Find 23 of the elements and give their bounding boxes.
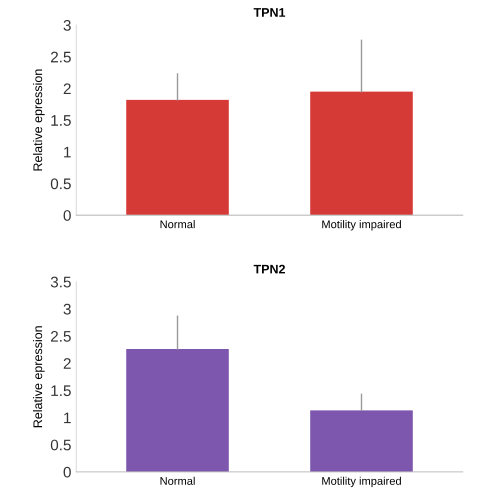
y-axis-title: Relative epression — [33, 326, 45, 428]
y-tick-label: 3.5 — [50, 276, 71, 288]
y-tick-label: 1.5 — [51, 385, 71, 396]
y-axis-title: Relative epression — [33, 70, 45, 171]
y-tick-label: 1 — [64, 412, 71, 424]
x-tick-label: Normal — [160, 476, 195, 485]
y-tick-label: 3 — [64, 20, 71, 31]
y-tick-label: 3 — [64, 304, 71, 315]
y-tick-label: 2 — [64, 358, 71, 369]
y-tick-label: 0 — [64, 210, 71, 221]
x-tick-label: Normal — [160, 220, 195, 228]
chart-title: TPN1 — [254, 8, 286, 17]
y-tick-label: 2 — [64, 83, 71, 94]
y-tick-label: 1.5 — [51, 115, 71, 126]
y-tick-label: 1 — [64, 146, 71, 158]
y-tick-label: 0 — [64, 466, 71, 478]
y-tick-label: 0.5 — [50, 440, 71, 450]
x-tick-label: Motility impaired — [322, 476, 401, 488]
y-tick-label: 2.5 — [50, 52, 71, 62]
x-tick-label: Motility impaired — [322, 220, 401, 230]
y-tick-label: 2.5 — [50, 330, 71, 342]
chart-title: TPN2 — [254, 264, 285, 274]
y-tick-label: 0.5 — [50, 178, 71, 190]
